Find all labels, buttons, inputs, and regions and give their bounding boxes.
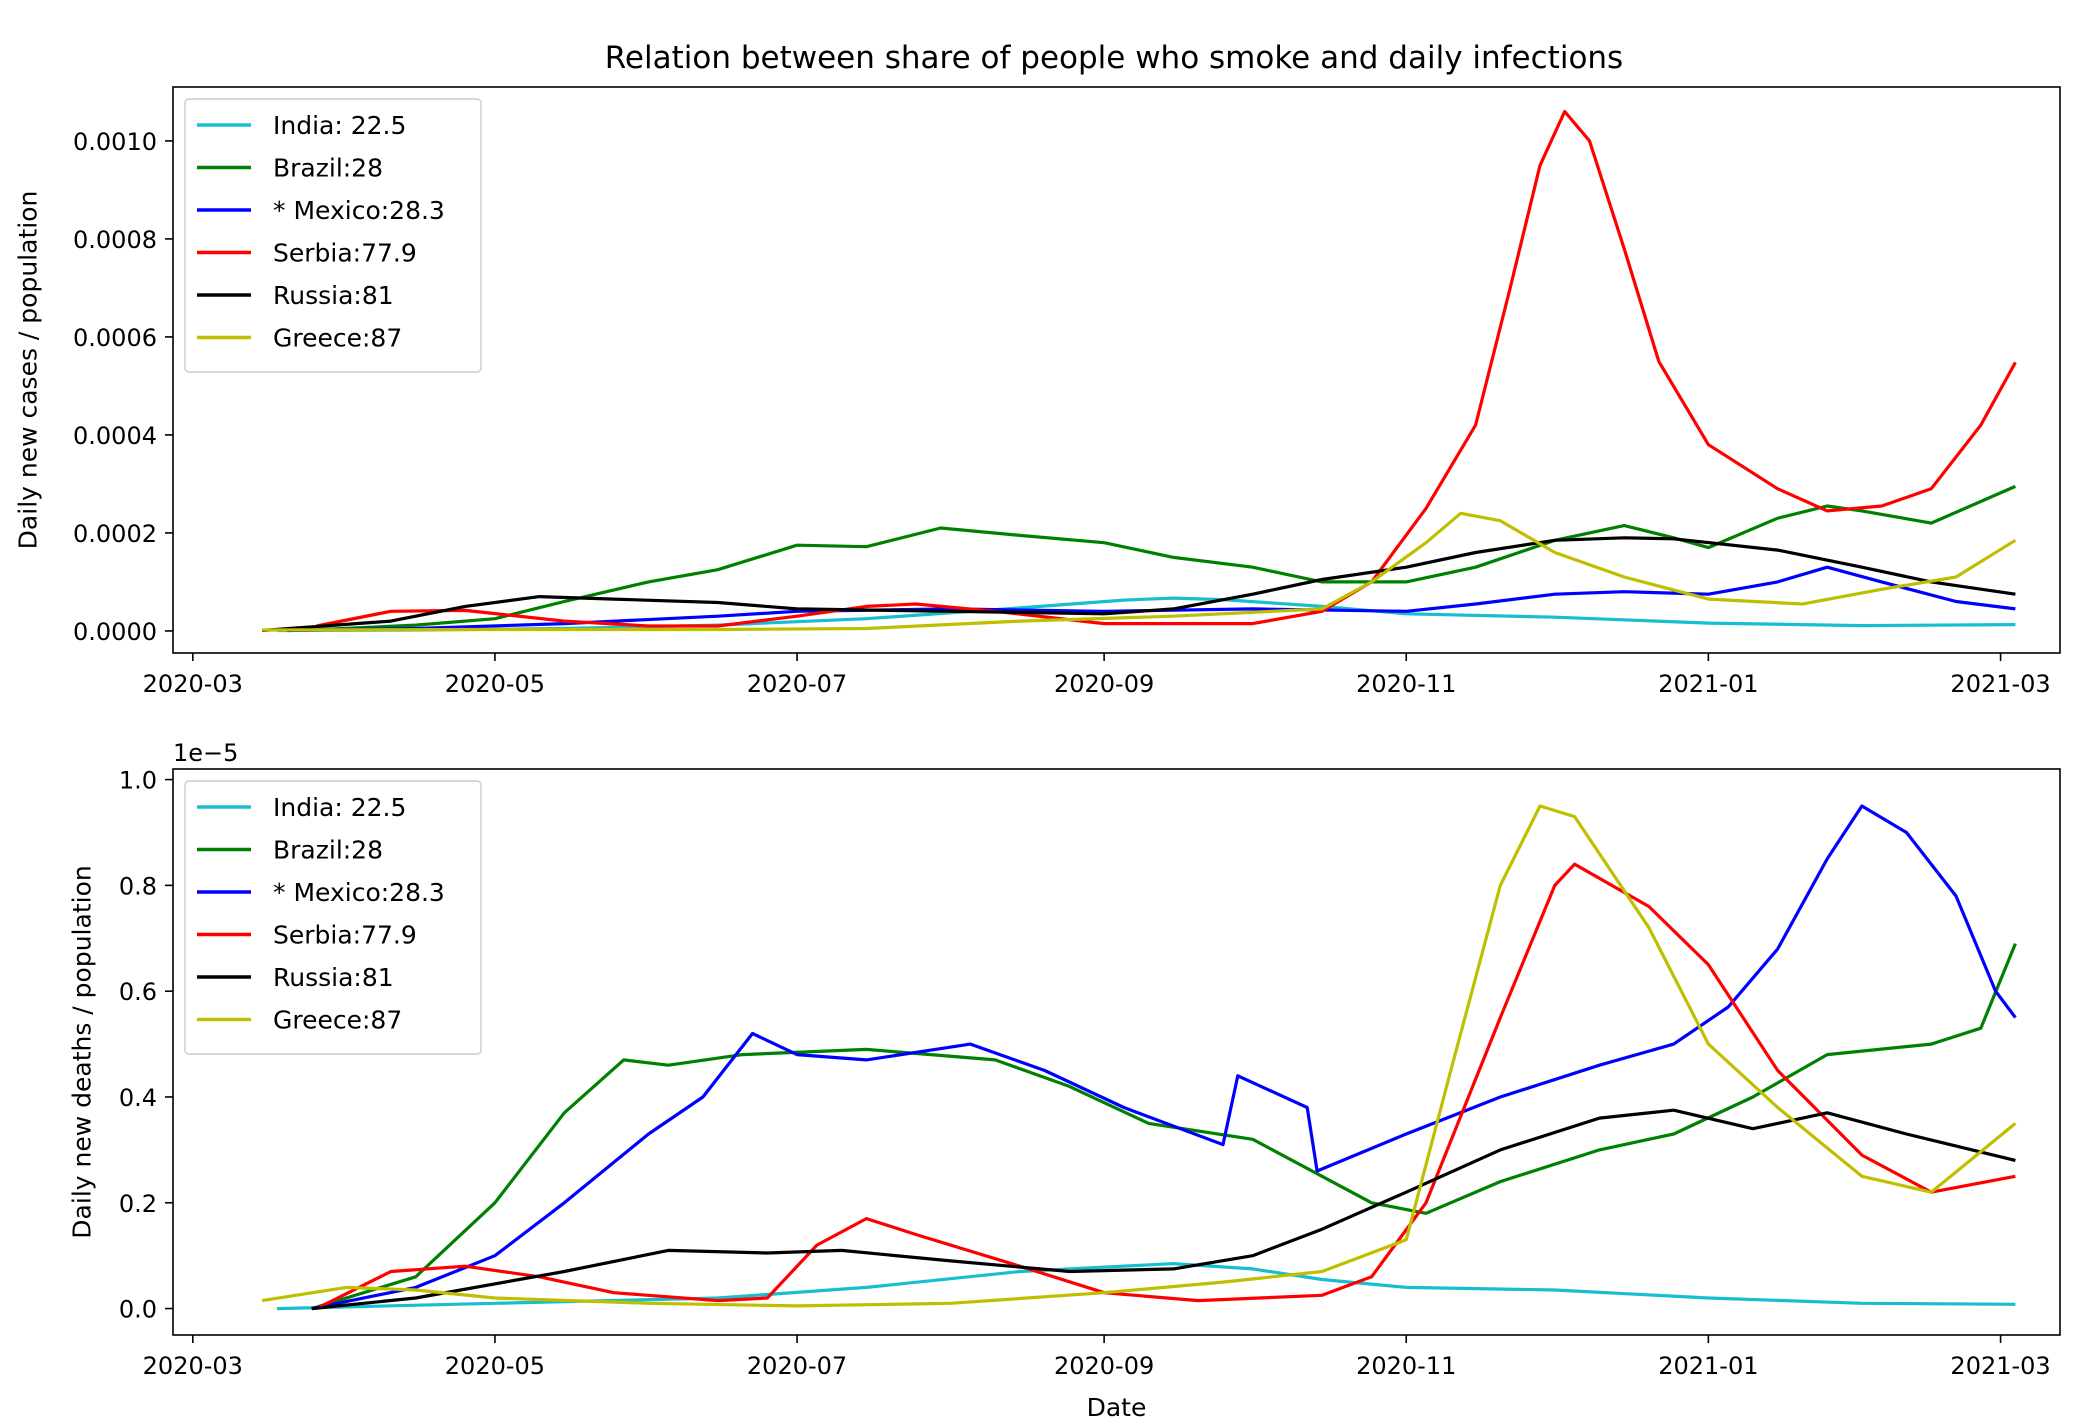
legend-box — [184, 98, 482, 373]
plot-frame — [172, 86, 2061, 654]
legend-label-russia-81: Russia:81 — [273, 281, 394, 310]
x-axis-label: Date — [1087, 1393, 1147, 1422]
y-tick-label: 0.2 — [119, 1190, 157, 1218]
series-line-serbia-77-9 — [316, 109, 2017, 628]
y-tick-label: 0.0000 — [73, 618, 157, 646]
y-tick-label: 0.4 — [119, 1084, 157, 1112]
series-line-mexico-28-3 — [311, 804, 2017, 1311]
y-tick-label: 0.0 — [119, 1296, 157, 1324]
y-tick-label: 0.0002 — [73, 520, 157, 548]
series-line-mexico-28-3 — [286, 565, 2016, 633]
series-line-greece-87 — [262, 511, 2017, 632]
y-axis-label: Daily new cases / population — [14, 191, 43, 550]
x-tick-label: 2021-03 — [1950, 670, 2050, 698]
series-line-india-22-5 — [276, 1262, 2016, 1311]
series-line-brazil-28 — [311, 942, 2017, 1311]
x-tick-label: 2021-01 — [1658, 670, 1758, 698]
y-tick-label: 0.0004 — [73, 422, 157, 450]
legend-label-serbia-77-9: Serbia:77.9 — [273, 921, 417, 950]
series-line-serbia-77-9 — [315, 862, 2016, 1311]
legend: India: 22.5 Brazil:28 * Mexico:28.3 Serbia:… — [184, 780, 482, 1055]
x-tick-label: 2021-01 — [1658, 1352, 1758, 1380]
x-tick-label: 2020-03 — [143, 1352, 243, 1380]
legend-label-india-22-5: India: 22.5 — [273, 111, 406, 140]
y-tick-label: 0.0008 — [73, 226, 157, 254]
cases-panel: 2020-03 2020-05 2020-07 2020-09 2020-11 2021-… — [14, 86, 2061, 698]
y-tick-label: 1.0 — [119, 767, 157, 795]
series-line-greece-87 — [261, 804, 2017, 1308]
deaths-panel: 2020-03 2020-05 2020-07 2020-09 2020-11 2021-… — [68, 739, 2061, 1422]
series-group — [261, 109, 2017, 633]
plot-frame — [172, 768, 2061, 1336]
series-line-brazil-28 — [311, 484, 2017, 632]
legend: India: 22.5 Brazil:28 * Mexico:28.3 Serbia:… — [184, 98, 482, 373]
x-tick-label: 2020-07 — [747, 1352, 847, 1380]
y-axis-label: Daily new deaths / population — [68, 865, 97, 1238]
x-tick-label: 2020-09 — [1054, 670, 1154, 698]
legend-label-india-22-5: India: 22.5 — [273, 793, 406, 822]
legend-label-mexico-28-3: * Mexico:28.3 — [273, 196, 445, 225]
x-tick-label: 2020-11 — [1356, 1352, 1456, 1380]
y-tick-label: 0.0006 — [73, 324, 157, 352]
x-tick-label: 2020-03 — [143, 670, 243, 698]
x-tick-label: 2020-05 — [445, 1352, 545, 1380]
legend-label-serbia-77-9: Serbia:77.9 — [273, 239, 417, 268]
y-tick-label: 0.6 — [119, 978, 157, 1006]
y-tick-label: 0.8 — [119, 872, 157, 900]
legend-label-greece-87: Greece:87 — [273, 324, 402, 353]
x-tick-label: 2020-07 — [747, 670, 847, 698]
y-offset-label: 1e−5 — [173, 739, 238, 767]
x-tick-label: 2021-03 — [1950, 1352, 2050, 1380]
series-line-russia-81 — [311, 1108, 2016, 1311]
legend-label-greece-87: Greece:87 — [273, 1006, 402, 1035]
figure-title: Relation between share of people who smo… — [605, 40, 1623, 76]
legend-label-russia-81: Russia:81 — [273, 963, 394, 992]
x-tick-label: 2020-09 — [1054, 1352, 1154, 1380]
series-group — [261, 804, 2017, 1311]
series-line-russia-81 — [261, 536, 2016, 633]
legend-label-mexico-28-3: * Mexico:28.3 — [273, 878, 445, 907]
legend-box — [184, 780, 482, 1055]
x-tick-label: 2020-11 — [1356, 670, 1456, 698]
legend-label-brazil-28: Brazil:28 — [273, 836, 383, 865]
y-tick-label: 0.0010 — [73, 128, 157, 156]
series-line-india-22-5 — [276, 596, 2016, 633]
x-tick-label: 2020-05 — [445, 670, 545, 698]
legend-label-brazil-28: Brazil:28 — [273, 154, 383, 183]
